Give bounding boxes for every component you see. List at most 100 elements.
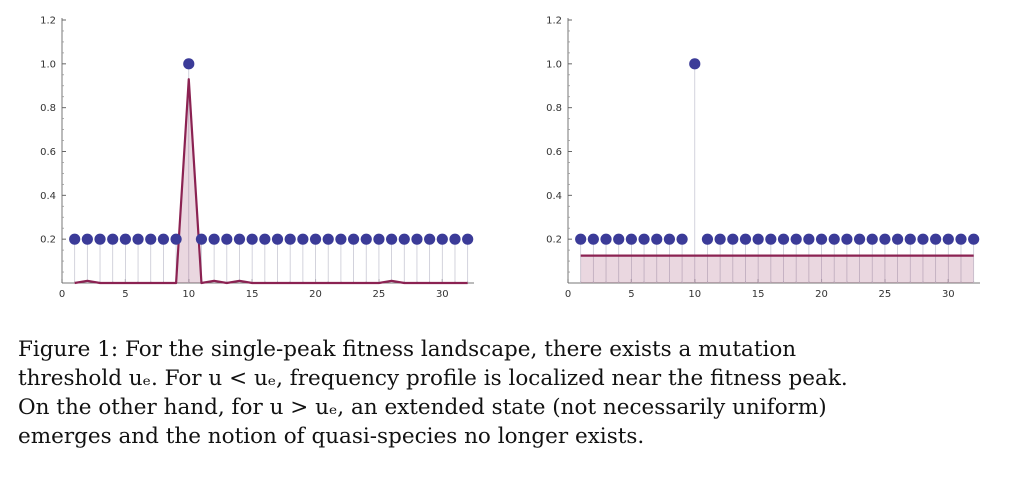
x-tick-label: 5: [628, 289, 634, 300]
fitness-point: [271, 233, 284, 245]
fitness-point: [701, 233, 714, 245]
caption-line-4: emerges and the notion of quasi-species …: [18, 424, 645, 449]
fitness-point: [879, 233, 891, 245]
fitness-point: [968, 233, 980, 245]
y-tick-label: 0.6: [40, 147, 56, 158]
fitness-point: [765, 233, 777, 245]
fitness-point: [360, 233, 372, 245]
fitness-point: [297, 233, 309, 245]
fitness-point: [246, 233, 258, 245]
fitness-point: [676, 233, 688, 245]
fitness-point: [625, 233, 637, 245]
x-tick-label: 25: [373, 289, 386, 300]
y-tick-label: 0.6: [546, 147, 562, 158]
fitness-point: [714, 233, 726, 245]
fitness-point: [462, 233, 474, 245]
fitness-point: [638, 233, 650, 245]
fitness-point: [424, 233, 436, 245]
fitness-point: [866, 233, 878, 245]
fitness-point: [828, 233, 840, 245]
fitness-point: [107, 233, 119, 245]
x-tick-label: 15: [246, 289, 259, 300]
fitness-point: [752, 233, 764, 245]
fitness-point: [853, 233, 866, 245]
fitness-point: [739, 233, 752, 245]
fitness-point: [777, 233, 790, 245]
x-tick-label: 20: [815, 289, 828, 300]
fitness-point: [208, 233, 220, 245]
fitness-point: [170, 233, 182, 245]
fitness-point: [955, 233, 967, 245]
chart-1: 0 5 10 15 20 25 30 1.2 1.0 0.8 0.6 0.4 0.2: [40, 16, 474, 300]
caption-line-3: On the other hand, for u > uₑ, an extend…: [18, 395, 827, 420]
caption-line-2: threshold uₑ. For u < uₑ, frequency prof…: [18, 366, 848, 391]
chart-2: 0 5 10 15 20 25 30 1.2 1.0 0.8 0.6 0.4 0.2: [546, 16, 980, 300]
fitness-point: [94, 233, 106, 245]
frequency-line: [74, 78, 468, 285]
y-tick-label: 0.2: [546, 235, 562, 246]
y-tick-label: 0.4: [546, 191, 562, 202]
fitness-point: [790, 233, 802, 245]
fitness-point: [195, 233, 208, 245]
figure-charts: 0 5 10 15 20 25 30 1.2 1.0 0.8 0.6 0.4 0.2 0 5 10 15 20 25…: [40, 16, 980, 300]
fitness-point: [81, 233, 93, 245]
fitness-point: [613, 233, 625, 245]
fitness-point: [841, 233, 853, 245]
fitness-point: [917, 233, 929, 245]
x-tick-label: 30: [942, 289, 955, 300]
fitness-point: [689, 58, 701, 70]
caption-line-1: Figure 1: For the single-peak fitness la…: [18, 337, 797, 362]
fitness-point: [575, 233, 587, 245]
fitness-point: [892, 233, 904, 245]
x-tick-label: 0: [565, 289, 571, 300]
y-tick-label: 0.8: [546, 103, 562, 114]
x-tick-label: 10: [688, 289, 701, 300]
fitness-point: [651, 233, 663, 245]
fitness-point: [157, 233, 170, 245]
frequency-area: [74, 79, 468, 283]
x-tick-label: 25: [879, 289, 892, 300]
fitness-point: [663, 233, 676, 245]
x-tick-label: 10: [182, 289, 195, 300]
fitness-point: [145, 233, 157, 245]
frequency-area: [580, 255, 974, 283]
fitness-point: [398, 233, 410, 245]
y-tick-label: 1.2: [546, 16, 562, 27]
fitness-point: [233, 233, 246, 245]
fitness-point: [284, 233, 296, 245]
fitness-point: [347, 233, 360, 245]
fitness-point: [183, 58, 195, 70]
y-tick-label: 0.2: [40, 235, 56, 246]
y-tick-label: 0.8: [40, 103, 56, 114]
y-tick-label: 1.0: [546, 59, 562, 70]
x-tick-label: 30: [436, 289, 449, 300]
fitness-point: [904, 233, 916, 245]
fitness-point: [322, 233, 334, 245]
fitness-point: [815, 233, 828, 245]
fitness-point: [803, 233, 815, 245]
fitness-point: [373, 233, 385, 245]
y-tick-label: 1.2: [40, 16, 56, 27]
x-tick-label: 0: [59, 289, 65, 300]
fitness-point: [930, 233, 942, 245]
fitness-point: [335, 233, 347, 245]
x-tick-label: 5: [122, 289, 128, 300]
figure-caption: Figure 1: For the single-peak fitness la…: [18, 335, 1008, 451]
fitness-point: [132, 233, 144, 245]
fitness-point: [436, 233, 448, 245]
x-tick-label: 20: [309, 289, 322, 300]
fitness-point: [119, 233, 131, 245]
fitness-point: [587, 233, 599, 245]
fitness-point: [411, 233, 423, 245]
fitness-point: [69, 233, 81, 245]
fitness-point: [727, 233, 739, 245]
fitness-point: [449, 233, 461, 245]
fitness-point: [221, 233, 233, 245]
fitness-point: [309, 233, 322, 245]
fitness-point: [942, 233, 954, 245]
x-tick-label: 15: [752, 289, 765, 300]
y-tick-label: 1.0: [40, 59, 56, 70]
fitness-point: [259, 233, 271, 245]
y-tick-label: 0.4: [40, 191, 56, 202]
fitness-point: [386, 233, 398, 245]
